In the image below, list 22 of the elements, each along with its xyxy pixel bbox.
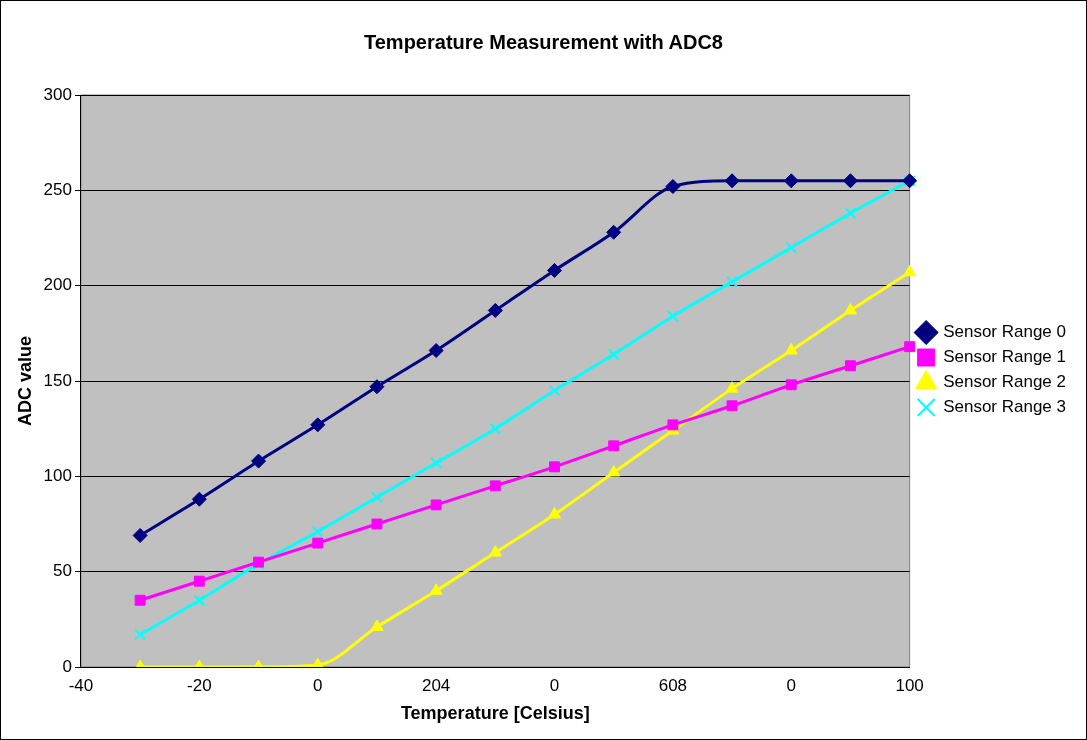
x-tick-label: 100 (895, 675, 924, 695)
legend-label: Sensor Range 2 (943, 372, 1067, 392)
y-tick-label: 200 (43, 275, 72, 295)
x-tick-label: -40 (68, 675, 94, 695)
y-tick-label: 50 (53, 561, 72, 581)
x-tick-label: 0 (312, 675, 323, 695)
x-tick-label: 0 (549, 675, 560, 695)
chart-title: Temperature Measurement with ADC8 (364, 30, 723, 53)
y-tick-label: 100 (43, 466, 72, 486)
legend-label: Sensor Range 3 (943, 397, 1067, 417)
y-tick-label: 300 (43, 84, 72, 104)
x-tick-label: 608 (658, 675, 688, 695)
x-axis-title: Temperature [Celsius] (400, 703, 590, 724)
x-tick-label: 204 (421, 675, 451, 695)
y-tick-label: 0 (62, 656, 72, 676)
legend-label: Sensor Range 1 (943, 347, 1067, 367)
legend-label: Sensor Range 0 (943, 322, 1067, 342)
y-tick-label: 150 (43, 370, 72, 390)
y-tick-label: 250 (43, 180, 72, 200)
x-tick-label: -20 (187, 675, 212, 695)
y-axis-title: ADC value (14, 335, 35, 427)
x-tick-label: 0 (786, 675, 796, 695)
